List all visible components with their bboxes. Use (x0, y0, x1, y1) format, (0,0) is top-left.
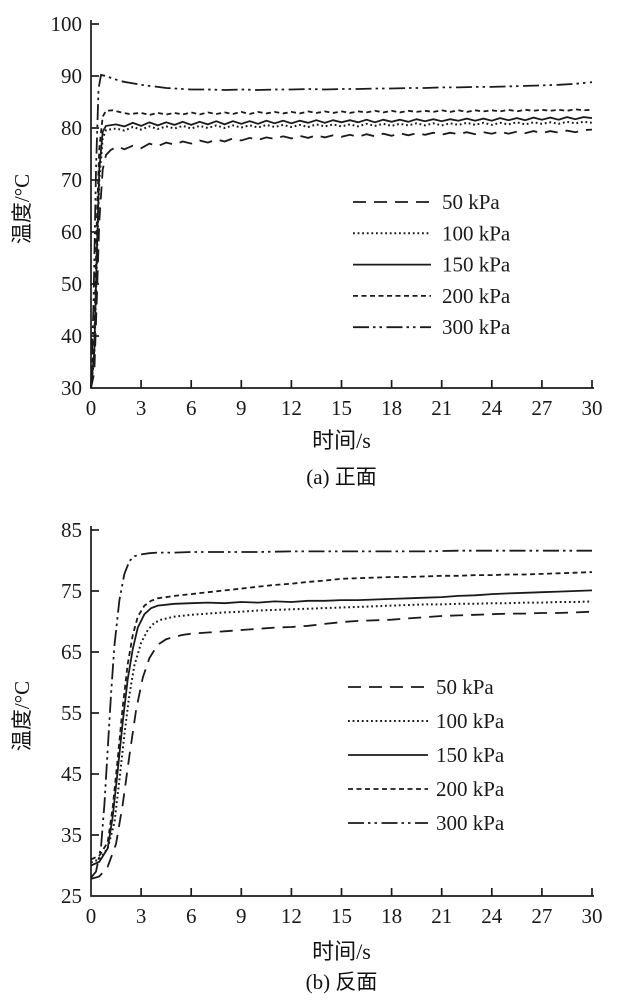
x-tick-label: 27 (531, 904, 552, 928)
y-tick-label: 90 (61, 64, 82, 88)
series-line-100-kpa (90, 600, 593, 864)
x-tick-label: 18 (381, 904, 402, 928)
x-tick-label: 15 (331, 904, 352, 928)
legend-label: 150 kPa (442, 253, 511, 277)
x-tick-label: 6 (186, 904, 197, 928)
x-tick-label: 27 (531, 396, 552, 420)
x-tick-label: 30 (582, 904, 603, 928)
x-tick-label: 9 (236, 904, 247, 928)
x-tick-label: 12 (281, 904, 302, 928)
series-line-50-kpa (90, 128, 593, 389)
legend-label: 100 kPa (442, 221, 511, 245)
legend: 50 kPa 100 kPa 150 kPa 200 kPa 300 kPa (353, 190, 511, 339)
y-tick-label: 60 (61, 220, 82, 244)
series-line-50-kpa (90, 610, 593, 880)
y-tick-label: 40 (61, 324, 82, 348)
x-tick-label: 21 (431, 396, 452, 420)
axes (90, 526, 594, 897)
chart-a-caption: (a) 正面 (306, 465, 377, 489)
x-tick-label: 24 (481, 396, 503, 420)
legend-label: 100 kPa (436, 709, 505, 733)
legend-entry-50-kpa: 50 kPa (353, 190, 500, 214)
legend-entry-150-kpa: 150 kPa (348, 743, 505, 767)
y-tick-label: 100 (51, 12, 83, 36)
chart-b-x-axis-label: 时间/s (312, 939, 371, 964)
chart-b-plot: 25 35 45 55 65 75 85 0 3 6 9 12 15 18 21 24 27 30 50 kPa 10… (61, 518, 603, 928)
axes (90, 20, 594, 389)
y-tick-label: 30 (61, 376, 82, 400)
series-line-200-kpa (90, 571, 593, 861)
y-tick-label: 35 (61, 823, 82, 847)
tick-marks (91, 529, 593, 896)
legend-entry-50-kpa: 50 kPa (348, 675, 494, 699)
chart-a-container: 30 40 50 60 70 80 90 100 0 3 6 9 12 15 18 21 24 27 30 50 kP… (10, 12, 603, 489)
chart-a-y-axis-label: 温度/°C (10, 173, 34, 245)
y-tick-label: 85 (61, 518, 82, 542)
legend-entry-300-kpa: 300 kPa (353, 315, 511, 339)
chart-b-caption: (b) 反面 (305, 970, 378, 994)
series-line-100-kpa (90, 120, 593, 389)
legend-entry-100-kpa: 100 kPa (353, 221, 511, 245)
tick-marks (91, 23, 593, 388)
axis-frame (90, 526, 594, 897)
legend-entry-200-kpa: 200 kPa (348, 777, 505, 801)
legend: 50 kPa 100 kPa 150 kPa 200 kPa 300 kPa (348, 675, 505, 835)
chart-a-x-axis-label: 时间/s (312, 428, 371, 453)
x-tick-label: 30 (582, 396, 603, 420)
legend-label: 150 kPa (436, 743, 505, 767)
x-tick-label: 15 (331, 396, 352, 420)
series-line-150-kpa (90, 116, 593, 389)
series-line-300-kpa (90, 73, 593, 389)
legend-entry-100-kpa: 100 kPa (348, 709, 505, 733)
axis-frame (90, 20, 594, 389)
legend-entry-300-kpa: 300 kPa (348, 811, 505, 835)
x-tick-label: 24 (481, 904, 503, 928)
x-tick-label: 0 (86, 396, 97, 420)
x-tick-label: 3 (136, 396, 147, 420)
x-tick-label: 0 (86, 904, 97, 928)
series-lines (90, 73, 593, 389)
x-tick-label: 3 (136, 904, 147, 928)
y-tick-label: 70 (61, 168, 82, 192)
x-tick-label: 6 (186, 396, 197, 420)
chart-b-container: 25 35 45 55 65 75 85 0 3 6 9 12 15 18 21 24 27 30 50 kPa 10… (0, 500, 621, 1000)
series-line-150-kpa (90, 589, 593, 867)
tick-labels: 25 35 45 55 65 75 85 0 3 6 9 12 15 18 21 24 27 30 (61, 518, 603, 928)
tick-labels: 30 40 50 60 70 80 90 100 0 3 6 9 12 15 18 21 24 27 30 (51, 12, 603, 420)
series-lines (90, 549, 593, 880)
y-tick-label: 80 (61, 116, 82, 140)
x-tick-label: 21 (431, 904, 452, 928)
y-tick-label: 55 (61, 701, 82, 725)
legend-label: 300 kPa (442, 315, 511, 339)
x-tick-label: 12 (281, 396, 302, 420)
legend-label: 50 kPa (436, 675, 494, 699)
y-tick-label: 75 (61, 579, 82, 603)
y-tick-label: 65 (61, 640, 82, 664)
chart-a-plot: 30 40 50 60 70 80 90 100 0 3 6 9 12 15 18 21 24 27 30 50 kP… (51, 12, 603, 420)
y-tick-label: 50 (61, 272, 82, 296)
y-tick-label: 45 (61, 762, 82, 786)
legend-label: 200 kPa (442, 284, 511, 308)
legend-label: 50 kPa (442, 190, 500, 214)
chart-b-y-axis-label: 温度/°C (10, 680, 34, 752)
legend-label: 200 kPa (436, 777, 505, 801)
x-tick-label: 18 (381, 396, 402, 420)
x-tick-label: 9 (236, 396, 247, 420)
legend-label: 300 kPa (436, 811, 505, 835)
series-line-200-kpa (90, 108, 593, 389)
legend-entry-150-kpa: 150 kPa (353, 253, 511, 277)
legend-entry-200-kpa: 200 kPa (353, 284, 511, 308)
y-tick-label: 25 (61, 884, 82, 908)
